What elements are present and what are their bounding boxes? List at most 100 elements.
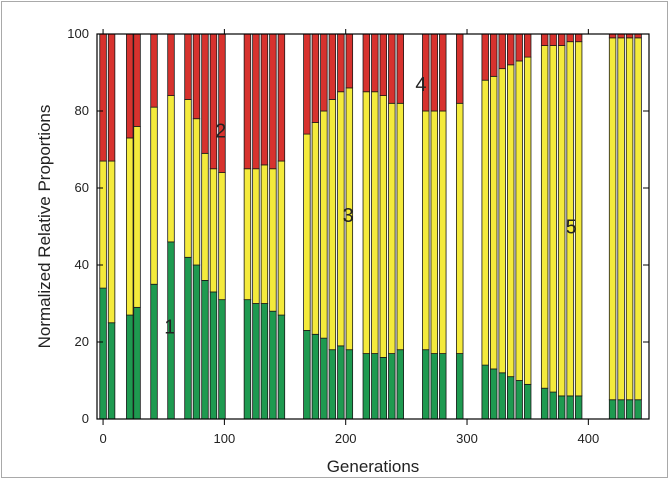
bar-segment-yellow — [371, 91, 379, 354]
bar-segment-green — [126, 314, 134, 420]
bar-segment-yellow — [328, 99, 337, 351]
bar-segment-red — [566, 33, 574, 43]
bar-segment-green — [498, 372, 506, 420]
bar-segment-yellow — [608, 37, 617, 401]
bar-segment-yellow — [379, 95, 388, 358]
bar-segment-green — [328, 349, 337, 420]
bar-segment-green — [481, 364, 489, 420]
bar-segment-yellow — [388, 102, 396, 354]
y-tick-label: 0 — [82, 411, 89, 426]
bar-segment-red — [184, 33, 192, 100]
y-axis: 0 20 40 60 80 100 — [67, 26, 649, 426]
bar-segment-red — [345, 33, 354, 89]
bar-segment-green — [337, 345, 345, 420]
bar-segment-yellow — [303, 133, 311, 331]
bar-segment-green — [252, 303, 260, 420]
y-tick-label: 60 — [75, 180, 89, 195]
bar-segment-red — [126, 33, 134, 139]
bar-segment-red — [252, 33, 260, 170]
bar-segment-green — [303, 330, 311, 420]
bar-segment-red — [167, 33, 175, 96]
bar-segment-red — [430, 33, 438, 112]
bar-segment-yellow — [252, 168, 260, 304]
bar-segment-red — [277, 33, 286, 162]
bar-segment-green — [388, 353, 396, 420]
bar-segment-yellow — [362, 91, 371, 354]
bar-segment-yellow — [260, 164, 269, 304]
bar-segment-red — [371, 33, 379, 93]
x-tick-label: 300 — [456, 431, 478, 446]
x-tick-label: 400 — [577, 431, 599, 446]
bar-segment-red — [218, 33, 226, 174]
bar-segment-red — [574, 33, 583, 43]
bar-segment-yellow — [107, 160, 116, 324]
bar-segment-red — [209, 33, 218, 170]
bar-segment-yellow — [506, 64, 515, 378]
bar-segment-yellow — [540, 45, 549, 389]
x-axis: 0 100 200 300 400 — [99, 29, 599, 446]
bar-segment-yellow — [549, 45, 557, 393]
bar-segment-yellow — [422, 110, 430, 351]
bar-segment-green — [379, 356, 388, 420]
bar-segment-red — [540, 33, 549, 46]
bar-segment-red — [523, 33, 532, 58]
bar-segment-green — [209, 291, 218, 420]
bar-segment-red — [498, 33, 506, 70]
y-tick-label: 40 — [75, 257, 89, 272]
bar-segment-green — [608, 399, 617, 420]
bar-segment-green — [133, 306, 141, 420]
bar-segment-red — [456, 33, 464, 104]
bar-segment-red — [133, 33, 141, 127]
bar-segment-yellow — [515, 60, 523, 381]
bar-segment-red — [388, 33, 396, 104]
bar-segment-green — [456, 353, 464, 420]
bar-segment-red — [320, 33, 328, 112]
bar-segment-green — [549, 391, 557, 420]
bar-segment-red — [311, 33, 320, 123]
bar-segment-yellow — [617, 37, 625, 401]
bar-segment-red — [99, 33, 107, 162]
bar-segment-red — [303, 33, 311, 135]
bar-segment-green — [260, 303, 269, 420]
y-tick-label: 20 — [75, 334, 89, 349]
bar-segment-red — [481, 33, 489, 81]
bar-segment-green — [277, 314, 286, 420]
bar-segment-yellow — [557, 45, 566, 397]
bar-segment-green — [150, 283, 158, 420]
bar-segment-yellow — [481, 79, 489, 366]
bar-segment-yellow — [99, 160, 107, 289]
x-axis-title: Generations — [327, 457, 420, 476]
bar-segment-green — [574, 395, 583, 420]
bar-segment-yellow — [523, 56, 532, 385]
region-annotation: 1 — [164, 317, 175, 339]
bar-segment-green — [523, 383, 532, 420]
bar-segment-yellow — [269, 168, 277, 312]
x-tick-label: 100 — [214, 431, 236, 446]
bar-segment-green — [557, 395, 566, 420]
bar-segment-green — [311, 333, 320, 420]
y-axis-title: Normalized Relative Proportions — [35, 105, 54, 349]
bar-segment-red — [269, 33, 277, 170]
bar-segment-yellow — [456, 102, 464, 354]
bar-segment-yellow — [396, 102, 404, 351]
bar-segment-yellow — [133, 126, 141, 308]
bar-segment-red — [107, 33, 116, 162]
bar-segment-red — [515, 33, 523, 62]
bar-segment-yellow — [625, 37, 634, 401]
bar-segment-red — [150, 33, 158, 108]
bar-segment-red — [422, 33, 430, 112]
bar-segment-green — [617, 399, 625, 420]
bar-segment-red — [192, 33, 201, 120]
bar-segment-green — [201, 279, 209, 420]
bar-segment-yellow — [218, 172, 226, 301]
bar-segment-green — [540, 387, 549, 420]
bar-segment-yellow — [439, 110, 447, 354]
bar-segment-red — [490, 33, 498, 77]
bar-segment-red — [362, 33, 371, 93]
bar-segment-yellow — [192, 118, 201, 266]
bar-segment-green — [422, 349, 430, 420]
bar-segment-green — [269, 310, 277, 420]
bar-segment-red — [549, 33, 557, 46]
bar-segment-red — [260, 33, 269, 166]
